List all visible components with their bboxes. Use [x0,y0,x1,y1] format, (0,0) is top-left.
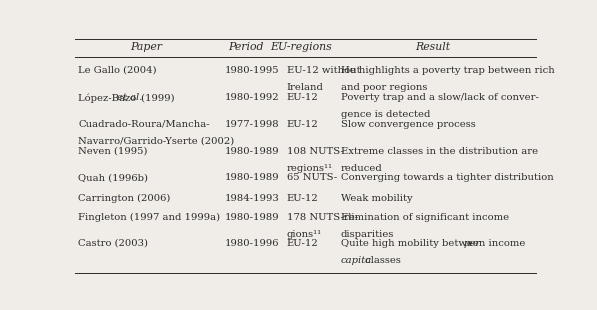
Text: reduced: reduced [341,164,383,173]
Text: Quite high mobility between income: Quite high mobility between income [341,239,528,248]
Text: EU-12: EU-12 [287,193,318,202]
Text: (1999): (1999) [138,93,174,102]
Text: Castro (2003): Castro (2003) [78,239,148,248]
Text: He highlights a poverty trap between rich: He highlights a poverty trap between ric… [341,66,555,75]
Text: Fingleton (1997 and 1999a): Fingleton (1997 and 1999a) [78,213,220,222]
Text: Quah (1996b): Quah (1996b) [78,173,148,182]
Text: 1980-1989: 1980-1989 [225,173,279,182]
Text: and poor regions: and poor regions [341,83,427,92]
Text: Weak mobility: Weak mobility [341,193,413,202]
Text: Elimination of significant income: Elimination of significant income [341,213,509,222]
Text: López-Bazo: López-Bazo [78,93,140,103]
Text: et al.: et al. [117,93,142,102]
Text: Slow convergence process: Slow convergence process [341,120,475,129]
Text: 1984-1993: 1984-1993 [225,193,280,202]
Text: 1980-1989: 1980-1989 [225,147,279,156]
Text: Extreme classes in the distribution are: Extreme classes in the distribution are [341,147,538,156]
Text: per: per [463,239,480,248]
Text: Paper: Paper [130,42,162,52]
Text: EU-regions: EU-regions [270,42,332,52]
Text: 1980-1995: 1980-1995 [225,66,279,75]
Text: gions¹¹: gions¹¹ [287,230,322,239]
Text: Period: Period [228,42,263,52]
Text: regions¹¹: regions¹¹ [287,164,333,173]
Text: Result: Result [416,42,451,52]
Text: 1980-1992: 1980-1992 [225,93,279,102]
Text: capita: capita [341,256,372,265]
Text: 178 NUTS-re-: 178 NUTS-re- [287,213,358,222]
Text: disparities: disparities [341,230,394,239]
Text: Poverty trap and a slow/lack of conver-: Poverty trap and a slow/lack of conver- [341,93,538,102]
Text: Converging towards a tighter distribution: Converging towards a tighter distributio… [341,173,553,182]
Text: EU-12: EU-12 [287,120,318,129]
Text: EU-12: EU-12 [287,239,318,248]
Text: Le Gallo (2004): Le Gallo (2004) [78,66,157,75]
Text: 1980-1996: 1980-1996 [225,239,279,248]
Text: 1977-1998: 1977-1998 [225,120,279,129]
Text: Cuadrado-Roura/Mancha-: Cuadrado-Roura/Mancha- [78,120,210,129]
Text: 1980-1989: 1980-1989 [225,213,279,222]
Text: EU-12 without: EU-12 without [287,66,360,75]
Text: Neven (1995): Neven (1995) [78,147,148,156]
Text: EU-12: EU-12 [287,93,318,102]
Text: classes: classes [362,256,401,265]
Text: Navarro/Garrido-Yserte (2002): Navarro/Garrido-Yserte (2002) [78,137,235,146]
Text: gence is detected: gence is detected [341,110,430,119]
Text: 108 NUTS-: 108 NUTS- [287,147,343,156]
Text: Ireland: Ireland [287,83,324,92]
Text: Carrington (2006): Carrington (2006) [78,193,171,203]
Text: 65 NUTS-: 65 NUTS- [287,173,337,182]
